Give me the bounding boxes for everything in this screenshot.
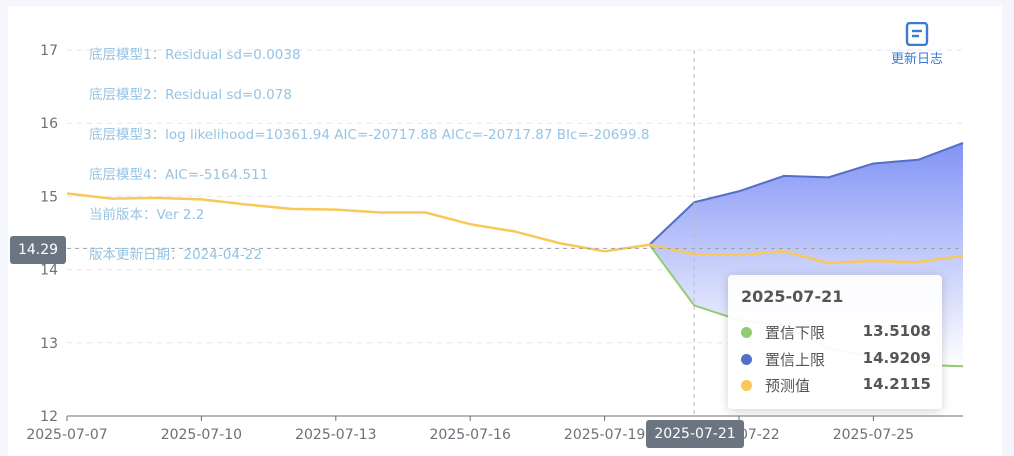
y-tick-label: 16 — [40, 116, 58, 132]
y-tick-label: 12 — [40, 409, 58, 425]
tooltip-title: 2025-07-21 — [741, 287, 844, 306]
y-tick-label: 17 — [40, 43, 58, 59]
tooltip: 2025-07-21 置信下限 13.5108 置信上限 14.9209 预测值… — [728, 275, 942, 409]
y-tick-label: 13 — [40, 336, 58, 352]
x-tick-label: 2025-07-13 — [295, 427, 376, 443]
tooltip-value: 13.5108 — [862, 322, 931, 340]
update-date-annotation: 版本更新日期：2024-04-22 — [89, 247, 262, 263]
x-pointer-label: 2025-07-21 — [646, 420, 744, 448]
tooltip-name: 置信上限 — [765, 351, 826, 369]
forecast-line — [66, 192, 964, 265]
y-pointer-label: 14.29 — [10, 236, 66, 264]
model4-annotation: 底层模型4：AIC=-5164.511 — [89, 167, 269, 183]
x-tick-label: 2025-07-19 — [564, 427, 645, 443]
tooltip-name: 预测值 — [765, 377, 811, 395]
x-tick-label: 2025-07-07 — [26, 427, 107, 443]
version-annotation: 当前版本：Ver 2.2 — [89, 207, 205, 223]
x-tick-label: 2025-07-16 — [430, 427, 511, 443]
upper-bound-dot — [741, 354, 752, 365]
y-tick-label: 15 — [40, 189, 58, 205]
y-tick-label: 14 — [40, 263, 58, 279]
changelog-button[interactable]: 更新日志 — [884, 22, 950, 67]
tooltip-name: 置信下限 — [765, 324, 826, 342]
forecast-dot — [741, 380, 752, 391]
upper-bound-line — [648, 142, 964, 246]
document-list-icon — [905, 22, 929, 46]
tooltip-value: 14.2115 — [862, 375, 931, 393]
lower-bound-dot — [741, 327, 752, 338]
tooltip-value: 14.9209 — [862, 349, 931, 367]
tooltip-row-forecast: 预测值 14.2115 — [741, 375, 931, 395]
model1-annotation: 底层模型1：Residual sd=0.0038 — [89, 47, 301, 63]
tooltip-row-lower: 置信下限 13.5108 — [741, 322, 931, 342]
changelog-label: 更新日志 — [890, 52, 943, 67]
x-tick-label: 2025-07-10 — [161, 427, 242, 443]
tooltip-row-upper: 置信上限 14.9209 — [741, 349, 931, 369]
model2-annotation: 底层模型2：Residual sd=0.078 — [89, 87, 292, 103]
model3-annotation: 底层模型3：log likelihood=10361.94 AIC=-20717… — [89, 127, 650, 143]
x-tick-label: 2025-07-25 — [833, 427, 914, 443]
